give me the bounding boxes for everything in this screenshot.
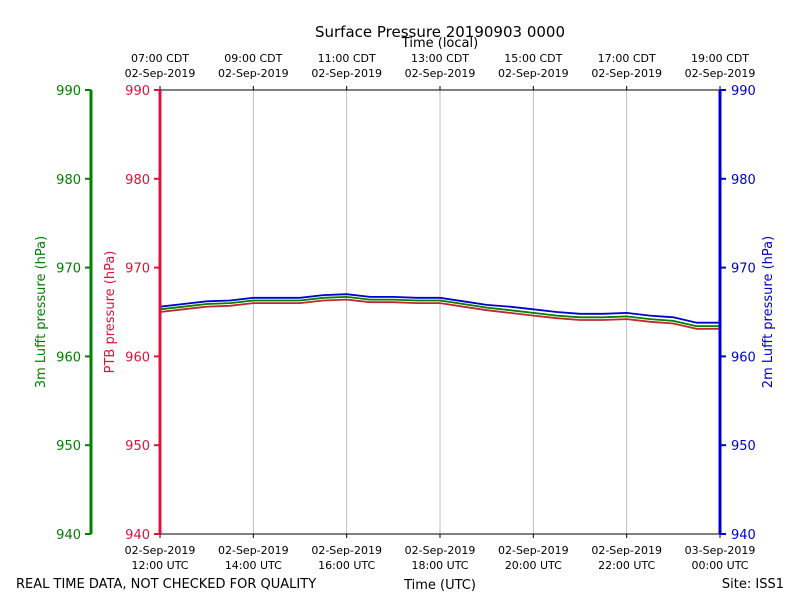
left-inner-axis-label: PTB pressure (hPa)	[103, 251, 118, 374]
y-tick-label: 940	[125, 528, 150, 543]
y-tick-label: 980	[731, 173, 756, 188]
y-tick-label: 990	[731, 84, 756, 99]
top-tick-time: 11:00 CDT	[318, 52, 376, 65]
y-tick-label: 960	[56, 350, 81, 365]
series-line-3	[159, 298, 720, 330]
right-axis: 940 950 960 970 980 990	[718, 84, 756, 543]
top-tick-time: 19:00 CDT	[691, 52, 749, 65]
series-line-1	[159, 293, 720, 324]
x-tick-time: 12:00 UTC	[131, 559, 188, 572]
y-tick-label: 970	[125, 262, 150, 277]
top-tick-time: 07:00 CDT	[131, 52, 189, 65]
right-axis-label: 2m Lufft pressure (hPa)	[761, 236, 776, 388]
y-tick-label: 960	[125, 350, 150, 365]
x-tick-date: 02-Sep-2019	[405, 544, 476, 557]
y-tick-label: 950	[731, 439, 756, 454]
site-label: Site: ISS1	[722, 577, 784, 592]
top-tick-time: 13:00 CDT	[411, 52, 469, 65]
top-axis: 07:00 CDT 02-Sep-2019 09:00 CDT 02-Sep-2019…	[125, 52, 756, 90]
y-tick-label: 990	[56, 84, 81, 99]
y-tick-label: 970	[56, 262, 81, 277]
y-tick-label: 980	[56, 173, 81, 188]
x-tick-time: 20:00 UTC	[505, 559, 562, 572]
left-inner-axis: 940 950 960 970 980 990	[125, 84, 162, 543]
x-tick-time: 22:00 UTC	[598, 559, 655, 572]
x-tick-date: 02-Sep-2019	[311, 544, 382, 557]
x-tick-date: 03-Sep-2019	[685, 544, 756, 557]
series-line-2	[159, 295, 720, 328]
x-tick-time: 14:00 UTC	[225, 559, 282, 572]
top-tick-date: 02-Sep-2019	[685, 67, 756, 80]
x-tick-time: 18:00 UTC	[411, 559, 468, 572]
top-tick-date: 02-Sep-2019	[125, 67, 196, 80]
x-tick-time: 00:00 UTC	[691, 559, 748, 572]
grid-lines	[252, 90, 628, 534]
top-tick-date: 02-Sep-2019	[311, 67, 382, 80]
top-axis-title: Time (local)	[401, 36, 478, 51]
quality-notice: REAL TIME DATA, NOT CHECKED FOR QUALITY	[16, 577, 316, 592]
top-tick-date: 02-Sep-2019	[498, 67, 569, 80]
series-lines	[159, 293, 720, 330]
y-tick-label: 970	[731, 262, 756, 277]
x-tick-time: 16:00 UTC	[318, 559, 375, 572]
x-tick-date: 02-Sep-2019	[125, 544, 196, 557]
y-tick-label: 950	[125, 439, 150, 454]
bottom-axis: 02-Sep-2019 12:00 UTC 02-Sep-2019 14:00 UTC…	[125, 534, 756, 572]
top-tick-date: 02-Sep-2019	[405, 67, 476, 80]
y-tick-label: 980	[125, 173, 150, 188]
top-tick-date: 02-Sep-2019	[591, 67, 662, 80]
y-tick-label: 940	[56, 528, 81, 543]
top-tick-time: 15:00 CDT	[504, 52, 562, 65]
left-outer-axis: 940 950 960 970 980 990	[56, 84, 93, 543]
x-tick-date: 02-Sep-2019	[218, 544, 289, 557]
y-tick-label: 990	[125, 84, 150, 99]
left-outer-axis-label: 3m Lufft pressure (hPa)	[34, 236, 49, 388]
x-tick-date: 02-Sep-2019	[498, 544, 569, 557]
chart-title: Surface Pressure 20190903 0000	[315, 23, 565, 41]
x-axis-label: Time (UTC)	[403, 578, 476, 593]
y-tick-label: 960	[731, 350, 756, 365]
y-tick-label: 950	[56, 439, 81, 454]
x-tick-date: 02-Sep-2019	[591, 544, 662, 557]
top-tick-date: 02-Sep-2019	[218, 67, 289, 80]
y-tick-label: 940	[731, 528, 756, 543]
top-tick-time: 17:00 CDT	[598, 52, 656, 65]
top-tick-time: 09:00 CDT	[224, 52, 282, 65]
